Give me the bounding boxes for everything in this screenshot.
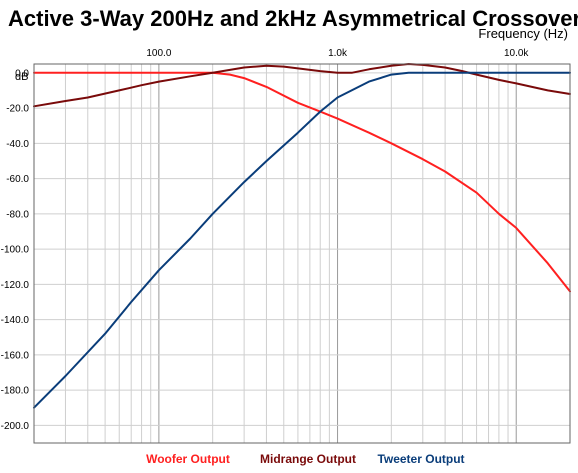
- legend: Woofer Output Midrange Output Tweeter Outp…: [146, 452, 464, 466]
- series-line-midrange-output: [33, 63, 571, 108]
- y-tick-label: 0.0: [15, 68, 29, 79]
- x-axis-label: Frequency (Hz): [478, 26, 568, 41]
- y-tick-label: -180.0: [1, 386, 30, 397]
- grid: [33, 64, 571, 443]
- y-axis-label: dB: [15, 71, 28, 83]
- series-line-woofer-output: [33, 71, 571, 293]
- series-line-tweeter-output: [33, 71, 571, 409]
- y-tick-label: -140.0: [1, 315, 30, 326]
- y-tick-label: -60.0: [6, 174, 29, 185]
- legend-entry-tweeter-output: Tweeter Output: [377, 452, 464, 466]
- y-tick-label: -160.0: [1, 350, 30, 361]
- legend-entry-midrange-output: Midrange Output: [260, 452, 356, 466]
- x-tick-label: 10.0k: [504, 48, 529, 59]
- plot-frame: [33, 63, 571, 444]
- y-tick-label: -100.0: [1, 245, 30, 256]
- x-tick-label: 100.0: [146, 48, 171, 59]
- chart-title: Active 3-Way 200Hz and 2kHz Asymmetrical…: [8, 6, 578, 31]
- tick-labels: 100.0 1.0k 10.0k 0.0 -20.0 -40.0 -60.0 -80.0 -10…: [1, 48, 530, 432]
- y-tick-label: -40.0: [6, 139, 29, 150]
- y-tick-label: -20.0: [6, 104, 29, 115]
- x-tick-label: 1.0k: [328, 48, 348, 59]
- y-tick-label: -80.0: [6, 209, 29, 220]
- series-lines: [33, 63, 571, 409]
- y-tick-label: -120.0: [1, 280, 30, 291]
- legend-entry-woofer-output: Woofer Output: [146, 452, 230, 466]
- y-tick-label: -200.0: [1, 421, 30, 432]
